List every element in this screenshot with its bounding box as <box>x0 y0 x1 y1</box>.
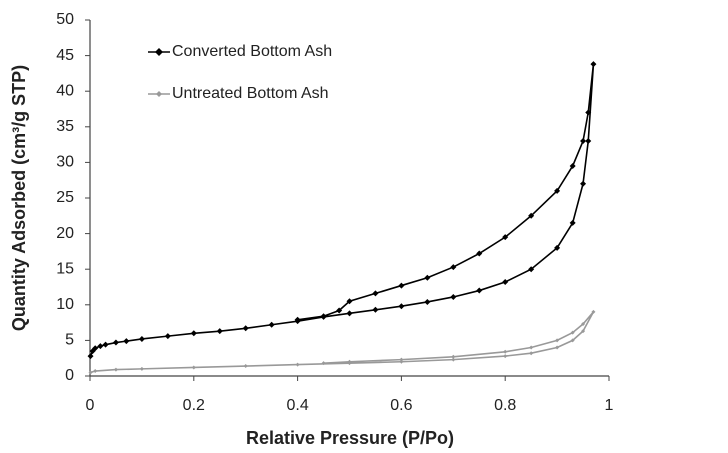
data-point <box>216 328 223 335</box>
data-point <box>243 364 248 369</box>
x-tick-label: 0.6 <box>390 397 412 414</box>
y-tick-label: 5 <box>65 332 74 349</box>
data-point <box>554 187 561 194</box>
data-point <box>190 330 197 337</box>
data-point <box>164 333 171 340</box>
legend-label: Untreated Bottom Ash <box>172 85 329 102</box>
data-point <box>191 365 196 370</box>
x-axis-title: Relative Pressure (P/Po) <box>246 428 454 448</box>
data-point <box>451 357 456 362</box>
data-point <box>569 219 576 226</box>
data-point <box>424 298 431 305</box>
data-point <box>528 212 535 219</box>
data-point <box>529 345 534 350</box>
y-tick-label: 10 <box>56 296 74 313</box>
data-point <box>268 321 275 328</box>
data-point <box>321 361 326 366</box>
legend-label: Converted Bottom Ash <box>172 43 332 60</box>
data-point <box>88 370 93 375</box>
data-point <box>502 234 509 241</box>
data-point <box>295 362 300 367</box>
data-point <box>591 309 596 314</box>
y-tick-label: 50 <box>56 11 74 28</box>
data-point <box>242 325 249 332</box>
data-point <box>450 264 457 271</box>
data-point <box>529 351 534 356</box>
x-tick-label: 0.4 <box>286 397 308 414</box>
series-line <box>89 64 595 357</box>
y-tick-label: 45 <box>56 47 74 64</box>
data-point <box>336 307 343 314</box>
data-point <box>503 354 508 359</box>
data-point <box>123 338 130 345</box>
y-tick-label: 0 <box>65 367 74 384</box>
data-point <box>399 357 404 362</box>
data-point <box>581 329 586 334</box>
x-tick-label: 1 <box>605 397 614 414</box>
x-tick-label: 0.8 <box>494 397 516 414</box>
data-point <box>93 369 98 374</box>
data-point <box>581 322 586 327</box>
data-point <box>554 244 561 251</box>
data-point <box>555 345 560 350</box>
data-point <box>112 339 119 346</box>
data-point <box>138 335 145 342</box>
data-point <box>399 359 404 364</box>
data-point <box>570 338 575 343</box>
data-point <box>580 138 587 145</box>
data-point <box>585 109 592 116</box>
data-point <box>590 61 597 68</box>
data-point <box>102 341 109 348</box>
data-point <box>346 310 353 317</box>
data-point <box>451 354 456 359</box>
data-point <box>502 279 509 286</box>
data-point <box>424 274 431 281</box>
data-point <box>87 353 94 360</box>
data-point <box>97 343 104 350</box>
data-point <box>580 180 587 187</box>
y-tick-label: 35 <box>56 118 74 135</box>
data-point <box>398 282 405 289</box>
data-point <box>372 306 379 313</box>
y-axis-title: Quantity Adsorbed (cm³/g STP) <box>9 65 29 331</box>
data-point <box>113 367 118 372</box>
data-point <box>450 293 457 300</box>
y-tick-label: 40 <box>56 82 74 99</box>
legend-marker <box>155 48 163 56</box>
data-point <box>398 303 405 310</box>
y-tick-label: 20 <box>56 225 74 242</box>
data-point <box>139 366 144 371</box>
data-point <box>476 287 483 294</box>
data-point <box>476 250 483 257</box>
data-point <box>92 345 99 352</box>
data-point <box>555 338 560 343</box>
data-point <box>528 266 535 273</box>
legend-marker <box>156 91 162 97</box>
y-tick-label: 15 <box>56 260 74 277</box>
y-tick-label: 30 <box>56 154 74 171</box>
series-line <box>90 311 595 374</box>
data-point <box>569 162 576 169</box>
data-point <box>570 330 575 335</box>
y-tick-label: 25 <box>56 189 74 206</box>
data-point <box>503 349 508 354</box>
data-point <box>294 316 301 323</box>
data-point <box>585 138 592 145</box>
data-point <box>320 313 327 320</box>
x-tick-label: 0 <box>86 397 95 414</box>
data-point <box>372 290 379 297</box>
data-point <box>347 359 352 364</box>
x-tick-label: 0.2 <box>183 397 205 414</box>
data-point <box>346 298 353 305</box>
